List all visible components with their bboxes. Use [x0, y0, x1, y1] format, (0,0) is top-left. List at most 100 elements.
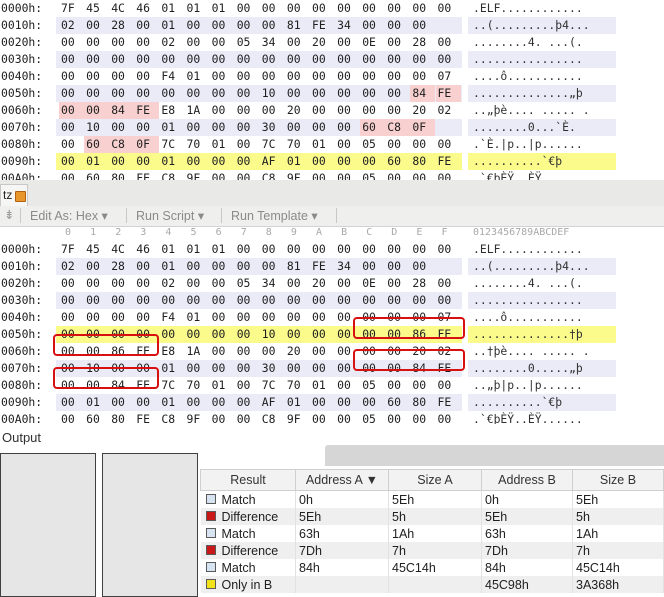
edit-as-button[interactable]: Edit As: Hex ▾ — [30, 209, 108, 223]
ascii-text[interactable]: ..........`€þ — [473, 154, 563, 168]
hex-byte[interactable]: 00 — [337, 310, 351, 324]
hex-byte[interactable]: 01 — [312, 378, 326, 392]
hex-byte[interactable]: 45 — [86, 1, 100, 15]
hex-byte[interactable]: C8 — [261, 412, 276, 424]
hex-byte[interactable]: 00 — [412, 69, 427, 83]
hex-byte[interactable]: 05 — [236, 35, 251, 49]
hex-byte[interactable]: 00 — [286, 310, 301, 324]
hex-byte[interactable]: 00 — [261, 259, 276, 273]
result-row[interactable]: Difference 7Dh 7h 7Dh 7h — [200, 542, 664, 559]
hex-byte[interactable]: 10 — [86, 120, 100, 134]
hex-byte[interactable]: 00 — [186, 259, 201, 273]
hex-byte[interactable]: 10 — [261, 86, 276, 100]
hex-byte[interactable]: 00 — [312, 344, 326, 358]
hex-byte[interactable]: FE — [312, 259, 326, 273]
hex-byte[interactable]: 00 — [362, 259, 376, 273]
hex-byte[interactable]: 00 — [337, 412, 351, 424]
hex-byte[interactable]: 00 — [236, 18, 251, 32]
result-row[interactable]: Match 0h 5Eh 0h 5Eh — [200, 490, 664, 508]
hex-byte[interactable]: FE — [136, 171, 151, 180]
hex-byte[interactable]: 01 — [211, 378, 226, 392]
hex-byte[interactable]: 00 — [61, 120, 75, 134]
hex-byte[interactable]: 01 — [161, 154, 176, 168]
col-header-result[interactable]: Result — [200, 469, 296, 491]
hex-byte[interactable]: 00 — [312, 171, 326, 180]
ascii-text[interactable]: .`€þÈŸ..ÈŸ...... — [473, 412, 583, 424]
ascii-text[interactable]: .ELF............ — [473, 242, 583, 256]
hex-byte[interactable]: 00 — [437, 378, 452, 392]
hex-byte[interactable]: 00 — [261, 310, 276, 324]
hex-byte[interactable]: 00 — [186, 293, 201, 307]
hex-byte[interactable]: 7C — [161, 378, 176, 392]
hex-byte[interactable]: 00 — [236, 120, 251, 134]
hex-byte[interactable]: 00 — [86, 69, 100, 83]
hex-byte[interactable]: 4C — [111, 242, 125, 256]
hex-byte[interactable]: 60 — [86, 171, 100, 180]
hex-byte[interactable]: 34 — [337, 259, 351, 273]
hex-byte[interactable]: 00 — [312, 86, 326, 100]
hex-byte[interactable]: 00 — [236, 103, 251, 117]
hex-byte[interactable]: 7F — [61, 242, 75, 256]
hex-byte[interactable]: 00 — [86, 35, 100, 49]
ascii-text[interactable]: .`€þÈŸ..ÈŸ...... — [473, 171, 583, 180]
hex-byte[interactable]: 00 — [312, 103, 326, 117]
hex-byte[interactable]: 00 — [61, 310, 75, 324]
hex-byte[interactable]: 70 — [186, 378, 201, 392]
hex-byte[interactable]: 02 — [61, 259, 75, 273]
hex-byte[interactable]: 00 — [61, 137, 75, 151]
hex-byte[interactable]: 00 — [236, 259, 251, 273]
hex-byte[interactable]: 00 — [312, 327, 326, 341]
hex-byte[interactable]: 00 — [362, 69, 376, 83]
ascii-text[interactable]: ..„þè.... ..... . — [473, 103, 590, 117]
hex-byte[interactable]: 28 — [111, 259, 125, 273]
hex-byte[interactable]: 00 — [186, 361, 201, 375]
hex-byte[interactable]: 00 — [261, 293, 276, 307]
hex-byte[interactable]: 00 — [211, 154, 226, 168]
hex-byte[interactable]: 00 — [412, 137, 427, 151]
hex-byte[interactable]: 00 — [86, 86, 100, 100]
hex-byte[interactable]: 00 — [111, 395, 125, 409]
hex-byte[interactable]: 00 — [387, 344, 402, 358]
hex-byte[interactable]: 30 — [261, 361, 276, 375]
hex-byte[interactable]: 00 — [236, 154, 251, 168]
hex-byte[interactable]: 00 — [286, 35, 301, 49]
hex-byte[interactable]: 00 — [86, 18, 100, 32]
hex-byte[interactable]: 00 — [261, 103, 276, 117]
hex-byte[interactable]: 00 — [236, 378, 251, 392]
compare-results-table[interactable]: Result Address A ▼ Size A Address B Size… — [200, 469, 664, 593]
hex-byte[interactable]: 60 — [387, 395, 402, 409]
hex-byte[interactable]: 00 — [211, 86, 226, 100]
hex-byte[interactable]: 00 — [362, 242, 376, 256]
hex-byte[interactable]: 00 — [211, 171, 226, 180]
hex-byte[interactable]: 00 — [387, 171, 402, 180]
hex-byte[interactable]: C8 — [161, 171, 176, 180]
hex-byte[interactable]: 9F — [286, 171, 301, 180]
hex-byte[interactable]: 00 — [387, 18, 402, 32]
hex-byte[interactable]: 00 — [86, 276, 100, 290]
hex-byte[interactable]: 00 — [362, 103, 376, 117]
hex-byte[interactable]: 00 — [337, 137, 351, 151]
hex-byte[interactable]: 00 — [86, 310, 100, 324]
hex-byte[interactable]: 05 — [236, 276, 251, 290]
hex-byte[interactable]: 01 — [211, 242, 226, 256]
hex-byte[interactable]: 01 — [186, 69, 201, 83]
hex-byte[interactable]: 01 — [286, 154, 301, 168]
hex-byte[interactable]: 28 — [412, 35, 427, 49]
hex-byte[interactable]: 00 — [211, 69, 226, 83]
hex-byte[interactable]: 00 — [111, 293, 125, 307]
hex-byte[interactable]: 00 — [161, 86, 176, 100]
ascii-text[interactable]: ..........`€þ — [473, 395, 563, 409]
hex-byte[interactable]: 00 — [437, 293, 452, 307]
hex-byte[interactable]: 00 — [362, 293, 376, 307]
hex-byte[interactable]: 70 — [186, 137, 201, 151]
hex-byte[interactable]: 00 — [337, 242, 351, 256]
hex-byte[interactable]: 7C — [261, 378, 276, 392]
hex-byte[interactable]: 20 — [286, 344, 301, 358]
hex-byte[interactable]: 00 — [211, 412, 226, 424]
hex-byte[interactable]: 10 — [261, 327, 276, 341]
hex-byte[interactable]: 00 — [387, 361, 402, 375]
hex-byte[interactable]: 01 — [211, 137, 226, 151]
hex-byte[interactable]: 34 — [261, 35, 276, 49]
hex-byte[interactable]: AF — [261, 154, 276, 168]
hex-byte[interactable]: E8 — [161, 344, 176, 358]
